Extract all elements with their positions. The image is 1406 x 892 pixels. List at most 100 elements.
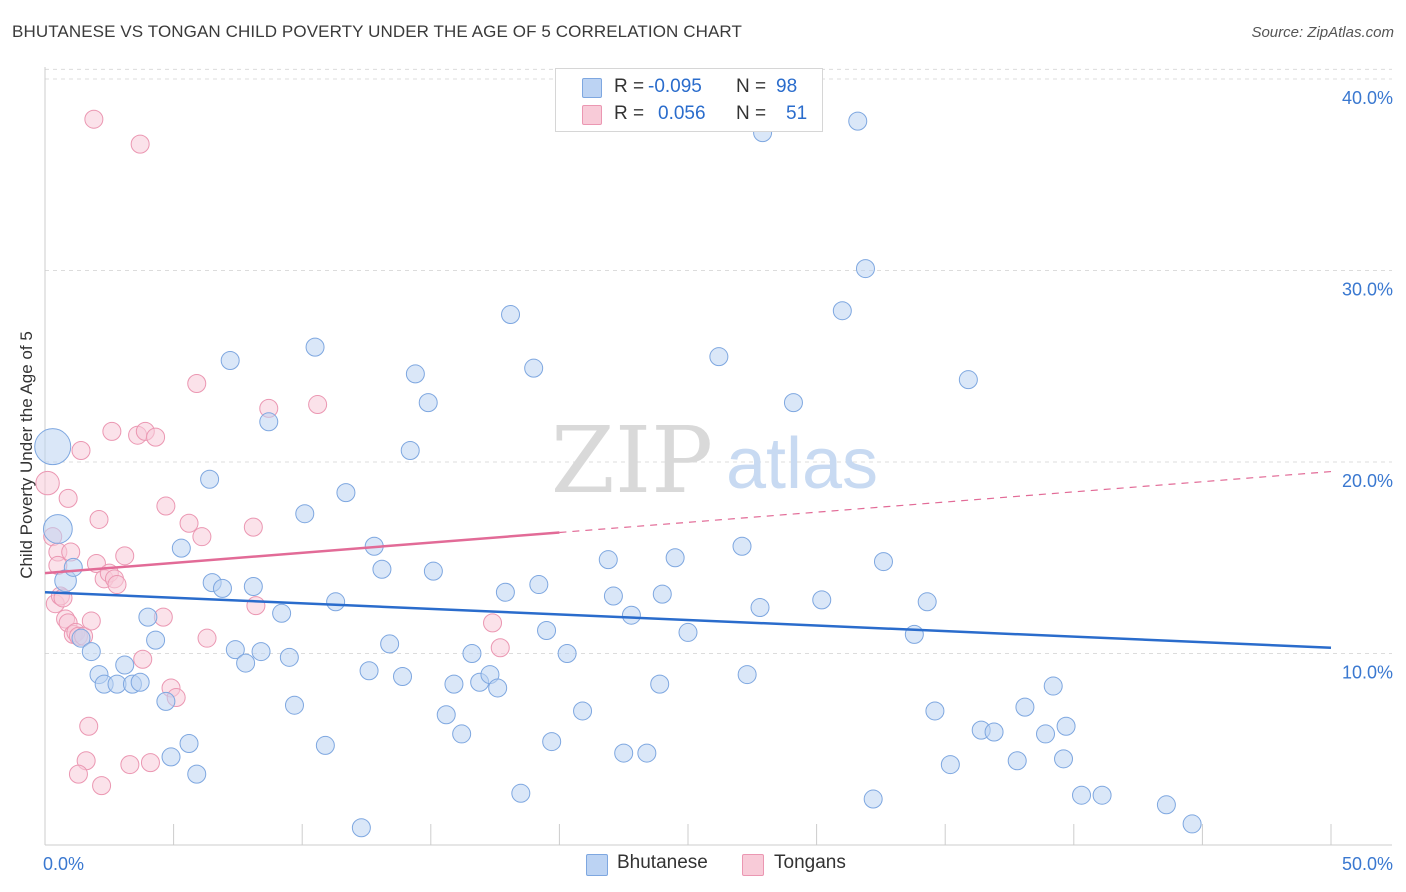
tongans-points (35, 109, 510, 796)
bhutanese-point (873, 552, 893, 572)
legend-row-tongans: R = 0.056 N = 51 (556, 102, 822, 128)
bhutanese-point (462, 644, 482, 663)
bhutanese-point (511, 783, 531, 803)
bhutanese-point (156, 691, 176, 711)
source-label: Source: ZipAtlas.com (1251, 24, 1394, 41)
bhutanese-point (1043, 676, 1063, 696)
x-tick-label-min: 0.0% (43, 854, 84, 874)
bhutanese-point (737, 665, 757, 685)
bhutanese-point (1182, 814, 1202, 834)
bhutanese-point (904, 624, 924, 644)
axes (44, 67, 1392, 846)
y-axis-label: Child Poverty Under the Age of 5 (17, 331, 36, 579)
bhutanese-point (598, 550, 618, 570)
bhutanese-point (444, 674, 464, 694)
bhutanese-point (372, 559, 392, 579)
bhutanese-point (272, 603, 292, 623)
tongans-point (192, 527, 212, 547)
watermark-zip: ZIP (551, 407, 713, 514)
tongans-point (243, 517, 263, 537)
bhutanese-point (251, 642, 271, 662)
tongans-point (79, 716, 99, 736)
bhutanese-point (732, 536, 752, 556)
bhutanese-point (855, 259, 875, 279)
r-label: R = (614, 103, 645, 124)
bhutanese-point (917, 592, 937, 612)
bhutanese-point (750, 598, 770, 618)
bhutanese-point (115, 655, 135, 675)
chart-title: BHUTANESE VS TONGAN CHILD POVERTY UNDER … (12, 22, 742, 41)
bhutanese-point (614, 743, 634, 763)
bhutanese-point (603, 586, 623, 606)
bhutanese-point (925, 701, 945, 721)
tongans-point (179, 513, 199, 533)
bhutanese-point (1092, 785, 1112, 805)
tongans-point (120, 755, 140, 775)
bhutanese-point (34, 428, 72, 466)
tongans-point (308, 395, 328, 415)
bhutanese-point (359, 661, 379, 681)
tongans-point (156, 496, 176, 516)
tongans-point (130, 134, 150, 154)
bhutanese-point (187, 764, 207, 784)
bhutanese-point (405, 364, 425, 384)
bhutanese-point (709, 347, 729, 367)
bhutanese-point (1007, 751, 1027, 771)
bhutanese-point (63, 557, 83, 577)
bhutanese-point (130, 672, 150, 692)
tongans-point (81, 611, 101, 631)
tongans-point (133, 649, 153, 669)
bhutanese-point (637, 743, 657, 763)
bhutanese-point (351, 818, 371, 838)
bhutanese-point (400, 441, 420, 461)
tongans-point (84, 109, 104, 129)
bhutanese-point (380, 634, 400, 654)
bhutanese-point (42, 514, 73, 544)
bhutanese-point (488, 678, 508, 698)
bhutanese-point (171, 538, 191, 558)
bhutanese-point (436, 705, 456, 725)
bhutanese-point (573, 701, 593, 721)
y-tick-label: 20.0% (1342, 471, 1393, 491)
bhutanese-point (557, 644, 577, 663)
legend-row-bhutanese: R = -0.095 N = 98 (556, 75, 822, 101)
bhutanese-point (529, 575, 549, 595)
bhutanese-point (652, 584, 672, 604)
tongans-point (35, 470, 60, 496)
y-tick-label: 40.0% (1342, 88, 1393, 108)
bhutanese-points (34, 111, 1202, 838)
trend-lines (44, 470, 1332, 650)
bhutanese-point (621, 605, 641, 625)
bhutanese-point (259, 412, 279, 432)
bhutanese-point (1156, 795, 1176, 815)
bhutanese-point (200, 469, 220, 489)
bhutanese-point (393, 666, 413, 686)
tongans-trend-line (44, 531, 560, 575)
bhutanese-point (81, 642, 101, 662)
r-value: 0.056 (658, 103, 706, 124)
bhutanese-point (161, 747, 181, 767)
bhutanese-point (418, 393, 438, 413)
tongans-point (490, 638, 510, 658)
bhutanese-point (495, 582, 515, 602)
bhutanese-point (832, 301, 852, 321)
tongans-point (140, 753, 160, 773)
bhutanese-point (665, 548, 685, 568)
y-tick-label: 10.0% (1342, 663, 1393, 683)
tongans-point (71, 441, 91, 461)
tongans-point (483, 613, 503, 633)
tongans-point (197, 628, 217, 648)
bhutanese-point (1015, 697, 1035, 717)
bhutanese-point (138, 607, 158, 627)
bhutanese-point (542, 732, 562, 752)
bhutanese-point (212, 578, 232, 598)
bhutanese-legend-swatch (586, 854, 608, 876)
bhutanese-point (984, 722, 1004, 742)
tongans-point (92, 776, 112, 796)
n-label: N = (736, 103, 767, 124)
bhutanese-point (501, 305, 521, 325)
bhutanese-swatch (582, 78, 602, 98)
bhutanese-point (524, 358, 544, 378)
tongans-point (187, 373, 207, 393)
bhutanese-point (812, 590, 832, 610)
